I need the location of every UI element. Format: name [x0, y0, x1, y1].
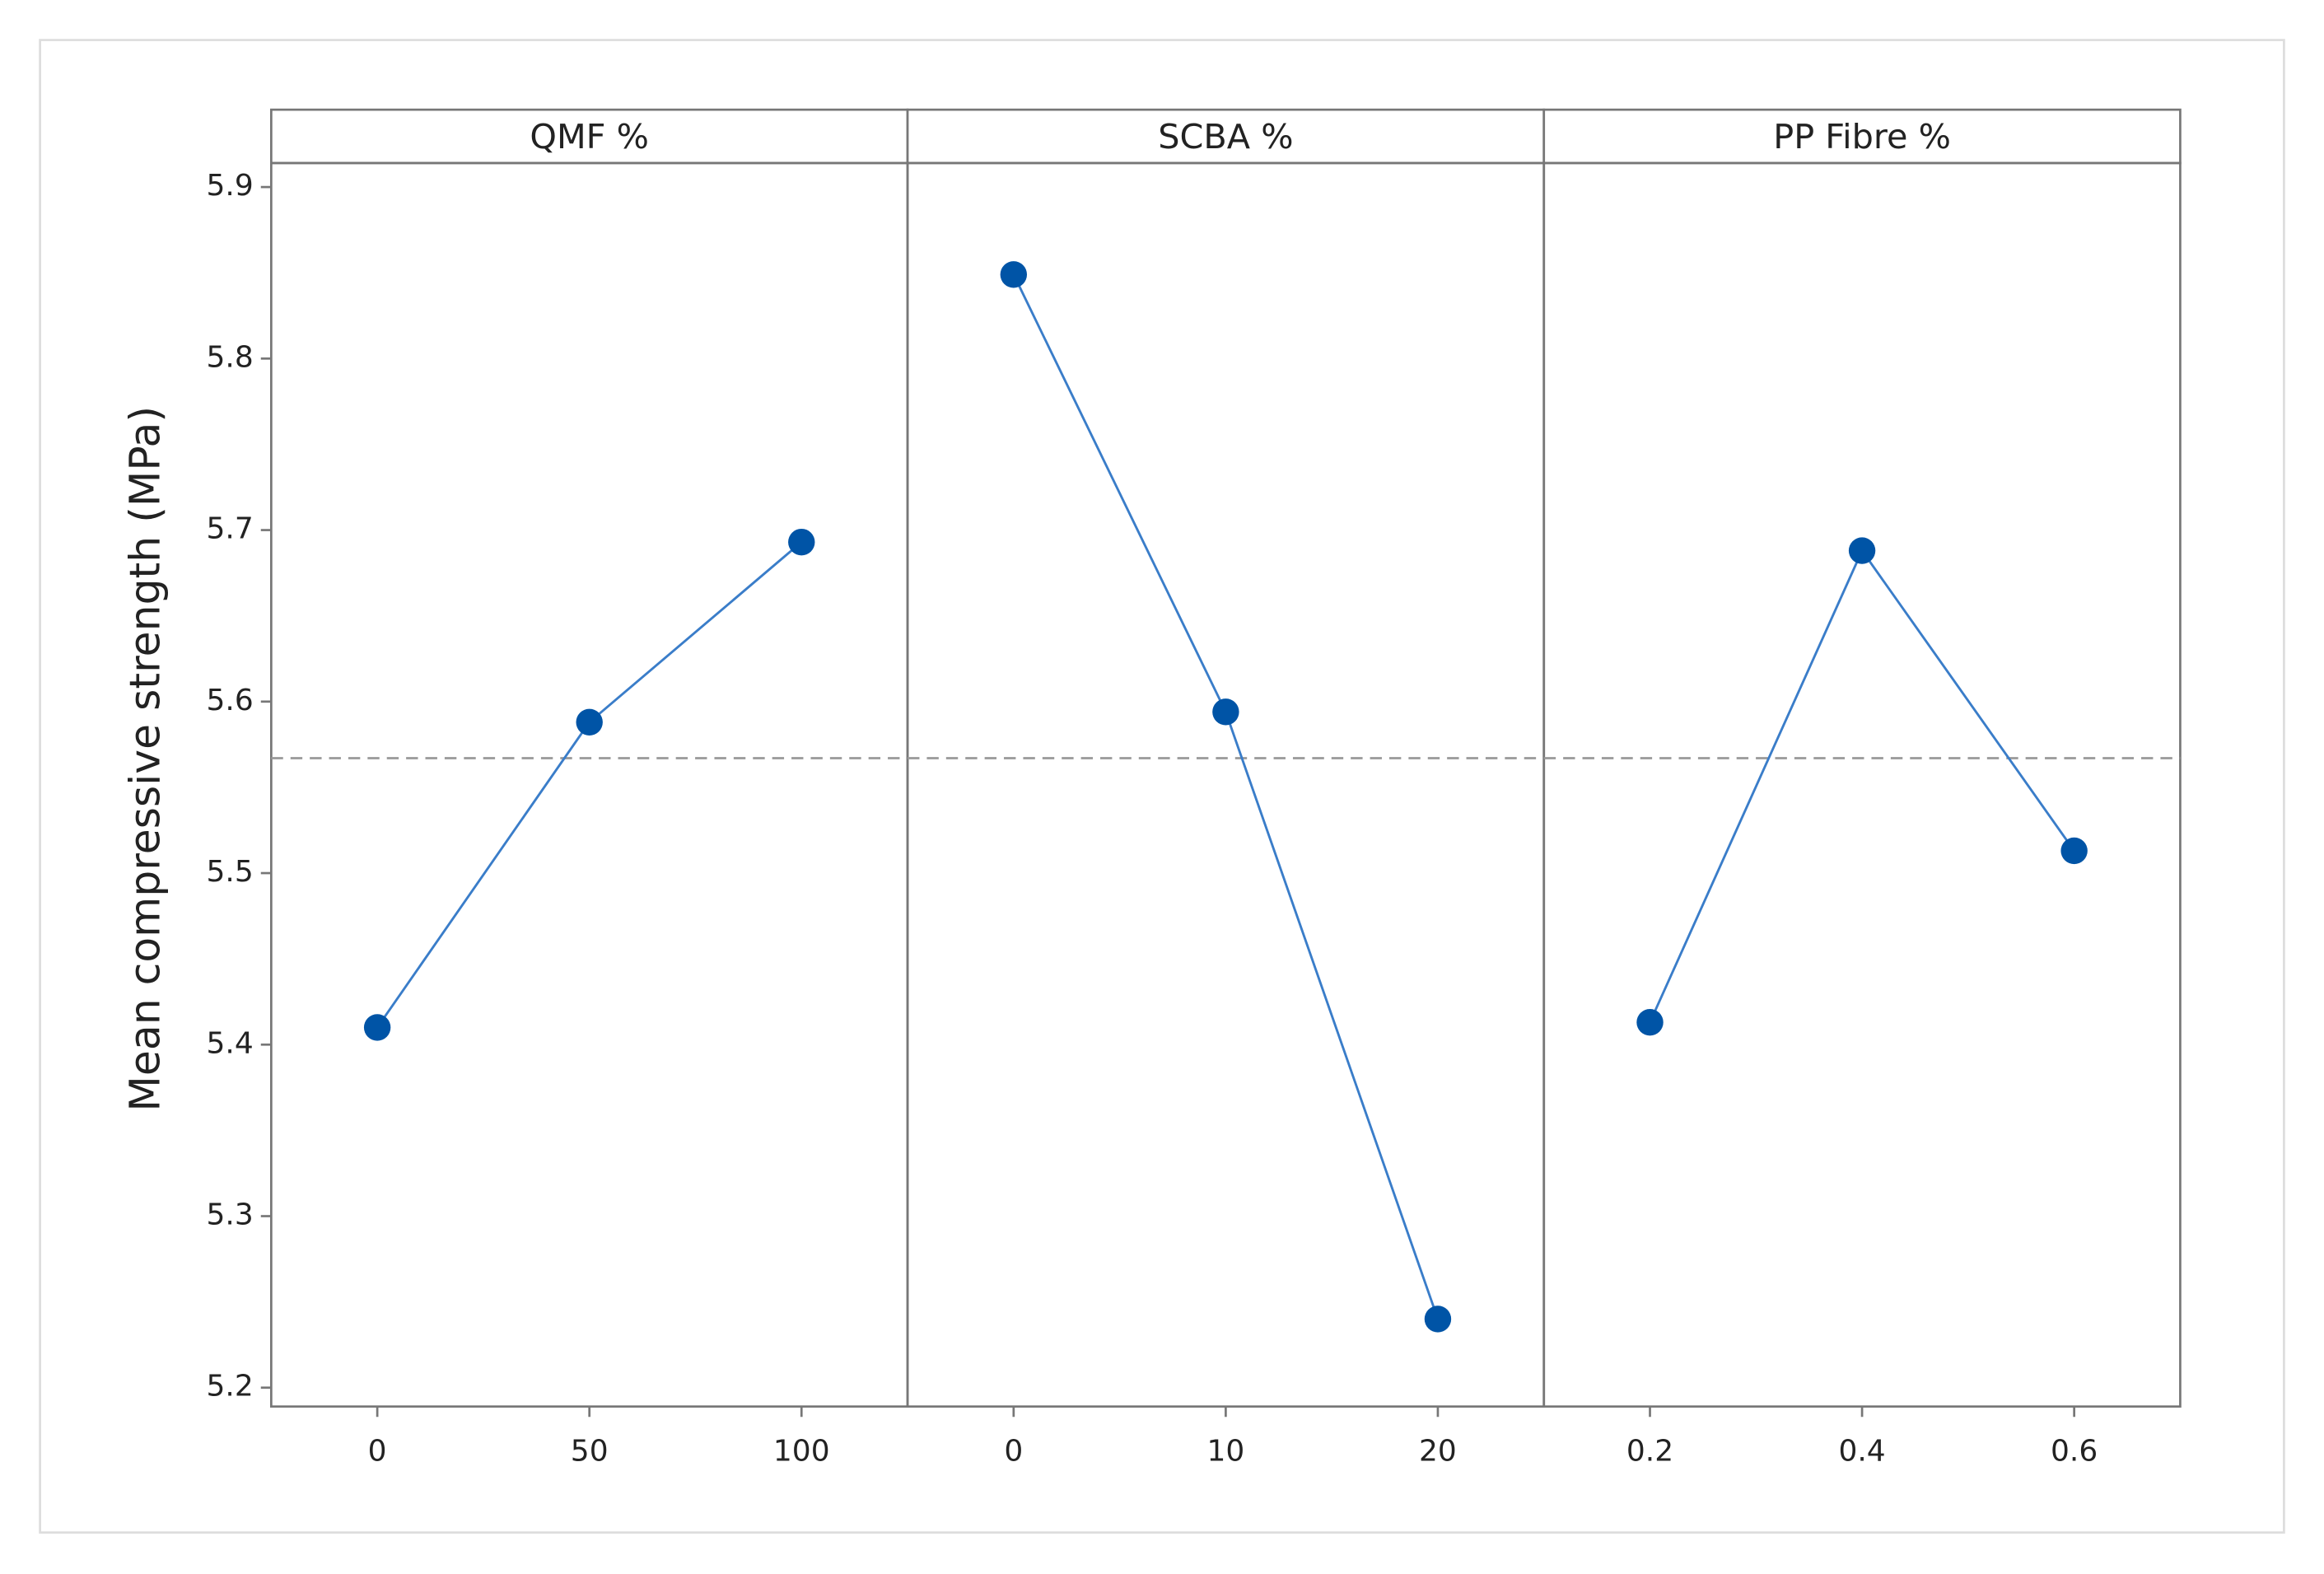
- x-tick-label: 50: [571, 1434, 609, 1468]
- marker: [576, 708, 603, 736]
- y-tick-label: 5.6: [207, 684, 254, 717]
- marker: [1212, 698, 1239, 726]
- x-tick-label: 10: [1206, 1434, 1244, 1468]
- y-tick-label: 5.2: [207, 1370, 254, 1404]
- y-tick-label: 5.5: [207, 855, 254, 889]
- panel-title: PP Fibre %: [1773, 117, 1951, 156]
- x-tick-label: 0: [368, 1434, 387, 1468]
- y-tick-label: 5.9: [207, 169, 254, 203]
- x-tick-label: 100: [773, 1434, 830, 1468]
- y-tick-label: 5.7: [207, 512, 254, 546]
- x-tick-label: 20: [1419, 1434, 1457, 1468]
- x-tick-label: 0.2: [1626, 1434, 1673, 1468]
- marker: [2060, 837, 2088, 865]
- marker: [788, 528, 815, 556]
- x-tick-label: 0.4: [1838, 1434, 1885, 1468]
- y-tick-label: 5.3: [207, 1198, 254, 1232]
- marker: [1848, 537, 1876, 564]
- frame: [39, 39, 2285, 1534]
- panel-title: QMF %: [530, 117, 649, 156]
- marker: [1424, 1305, 1452, 1333]
- panel-header: [270, 108, 909, 165]
- marker: [1636, 1009, 1664, 1036]
- marker: [363, 1014, 391, 1041]
- y-axis-label: Mean compressive strength (MPa): [120, 406, 169, 1112]
- y-tick-label: 5.4: [207, 1026, 254, 1060]
- x-tick-label: 0.6: [2051, 1434, 2098, 1468]
- marker: [1000, 261, 1028, 288]
- y-tick-label: 5.8: [207, 340, 254, 374]
- x-tick-label: 0: [1004, 1434, 1023, 1468]
- panel-title: SCBA %: [1158, 117, 1293, 156]
